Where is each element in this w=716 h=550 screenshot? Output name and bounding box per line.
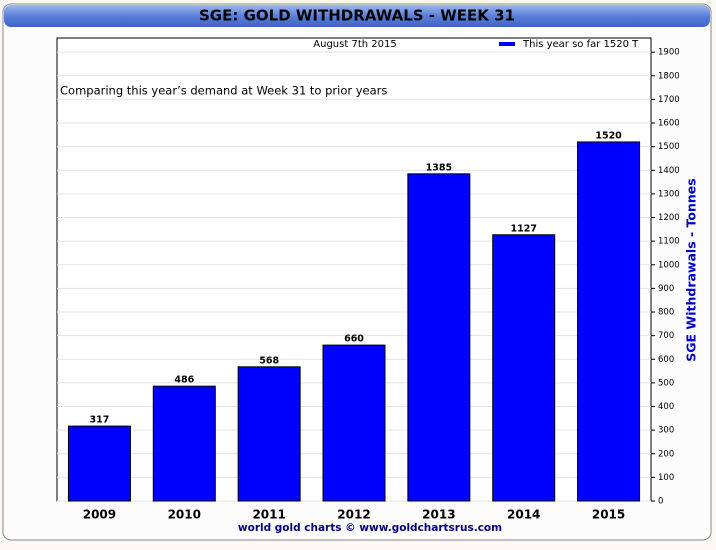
y-tick-label: 1000 <box>658 260 680 270</box>
data-label: 1127 <box>510 223 536 234</box>
y-tick-label: 1600 <box>658 119 680 129</box>
data-label: 1385 <box>426 162 452 173</box>
y-tick-label: 1900 <box>658 48 680 58</box>
data-label: 568 <box>259 355 279 366</box>
x-tick-label: 2009 <box>83 508 116 522</box>
y-tick-label: 1800 <box>658 71 680 81</box>
data-label: 1520 <box>595 130 622 141</box>
x-tick-label: 2011 <box>252 508 285 522</box>
y-tick-label: 1700 <box>658 95 680 105</box>
y-tick-label: 1200 <box>658 213 680 223</box>
title-bar <box>4 5 710 27</box>
subtitle: August 7th 2015 <box>313 39 396 50</box>
bar <box>237 366 301 502</box>
x-tick-label: 2015 <box>592 508 625 522</box>
x-tick-label: 2012 <box>337 508 370 522</box>
y-tick-label: 100 <box>658 473 674 483</box>
data-label: 486 <box>174 375 194 386</box>
y-tick-label: 300 <box>658 426 674 436</box>
y-tick-label: 1100 <box>658 237 680 247</box>
x-tick-label: 2013 <box>422 508 455 522</box>
chart-title: SGE: GOLD WITHDRAWALS - WEEK 31 <box>199 7 515 25</box>
source: world gold charts © www.goldchartsrus.co… <box>238 522 502 534</box>
y-tick-label: 1500 <box>658 142 680 152</box>
data-label: 317 <box>90 415 110 426</box>
y-tick-label: 400 <box>658 402 674 412</box>
bar <box>67 425 131 502</box>
y-tick-label: 600 <box>658 355 674 365</box>
y-tick-label: 200 <box>658 449 674 459</box>
legend-label: This year so far 1520 T <box>522 39 639 50</box>
y-tick-label: 800 <box>658 308 674 318</box>
bar <box>322 344 386 502</box>
y-tick-label: 1300 <box>658 189 680 199</box>
data-label: 660 <box>344 334 364 345</box>
x-tick-label: 2010 <box>168 508 201 522</box>
y-tick-label: 700 <box>658 331 674 341</box>
bar <box>407 173 471 502</box>
bar <box>492 234 556 502</box>
annotation: Comparing this year’s demand at Week 31 … <box>60 84 387 98</box>
y-tick-label: 0 <box>658 497 663 507</box>
y-tick-label: 500 <box>658 378 674 388</box>
bar <box>577 141 641 502</box>
y-tick-label: 900 <box>658 284 674 294</box>
y-axis-label: SGE Withdrawals - Tonnes <box>684 178 699 361</box>
x-tick-label: 2014 <box>507 508 540 522</box>
y-tick-label: 1400 <box>658 166 680 176</box>
bar <box>152 385 216 502</box>
